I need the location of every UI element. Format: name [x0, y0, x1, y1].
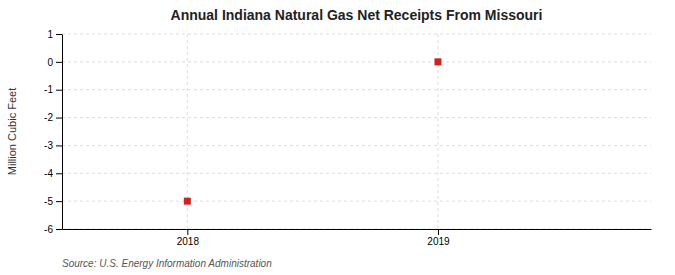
- y-tick-mark: [56, 201, 62, 202]
- x-axis-line: [63, 229, 652, 230]
- source-note: Source: U.S. Energy Information Administ…: [62, 258, 272, 269]
- grid: [62, 34, 651, 229]
- y-tick-label: -5: [44, 196, 53, 207]
- y-grid-line: [62, 173, 651, 174]
- x-tick-label: 2018: [177, 236, 200, 247]
- y-tick-mark: [56, 34, 62, 35]
- y-tick-label: -1: [44, 84, 53, 95]
- x-tick: 2018: [177, 229, 200, 247]
- y-tick-mark: [56, 90, 62, 91]
- y-tick: -5: [44, 196, 62, 207]
- point: [184, 198, 191, 205]
- x-tick-label: 2019: [427, 236, 450, 247]
- y-tick-label: -3: [44, 140, 53, 151]
- y-tick-mark: [56, 229, 62, 230]
- y-grid-line: [62, 89, 651, 90]
- x-tick-mark: [187, 229, 188, 235]
- plot-area: 2018 2019 -6 -5 -4 -3 -2 -1 0 1: [44, 29, 651, 247]
- y-grid-line: [62, 145, 651, 146]
- y-tick-mark: [56, 173, 62, 174]
- chart: 2018 2019 -6 -5 -4 -3 -2 -1 0 1 Annual Indiana Nat…: [0, 0, 675, 275]
- y-tick-label: -6: [44, 224, 53, 235]
- points: [184, 58, 442, 204]
- title: Annual Indiana Natural Gas Net Receipts …: [171, 7, 543, 23]
- y-tick-mark: [56, 145, 62, 146]
- y-tick-label: 1: [47, 29, 53, 40]
- y-tick: -1: [44, 84, 62, 95]
- y-tick: -4: [44, 168, 62, 179]
- x-tick-mark: [438, 229, 439, 235]
- y-axis: -6 -5 -4 -3 -2 -1 0 1: [44, 29, 62, 235]
- y-tick: -3: [44, 140, 62, 151]
- y-grid-line: [62, 34, 651, 35]
- y-axis-line: [62, 35, 63, 230]
- y-tick-mark: [56, 62, 62, 63]
- y-grid-line: [62, 229, 651, 230]
- point: [434, 58, 441, 65]
- y-axis-title: Million Cubic Feet: [6, 88, 18, 175]
- y-grid-line: [62, 201, 651, 202]
- y-grid-line: [62, 117, 651, 118]
- y-tick-label: -2: [44, 112, 53, 123]
- y-tick: 0: [47, 57, 62, 68]
- y-tick-mark: [56, 118, 62, 119]
- y-tick-label: -4: [44, 168, 53, 179]
- y-grid-line: [62, 61, 651, 62]
- y-tick: -6: [44, 224, 62, 235]
- x-tick: 2019: [427, 229, 450, 247]
- y-tick-label: 0: [47, 57, 53, 68]
- y-tick: -2: [44, 112, 62, 123]
- y-tick: 1: [47, 29, 62, 40]
- x-axis: 2018 2019: [63, 229, 652, 247]
